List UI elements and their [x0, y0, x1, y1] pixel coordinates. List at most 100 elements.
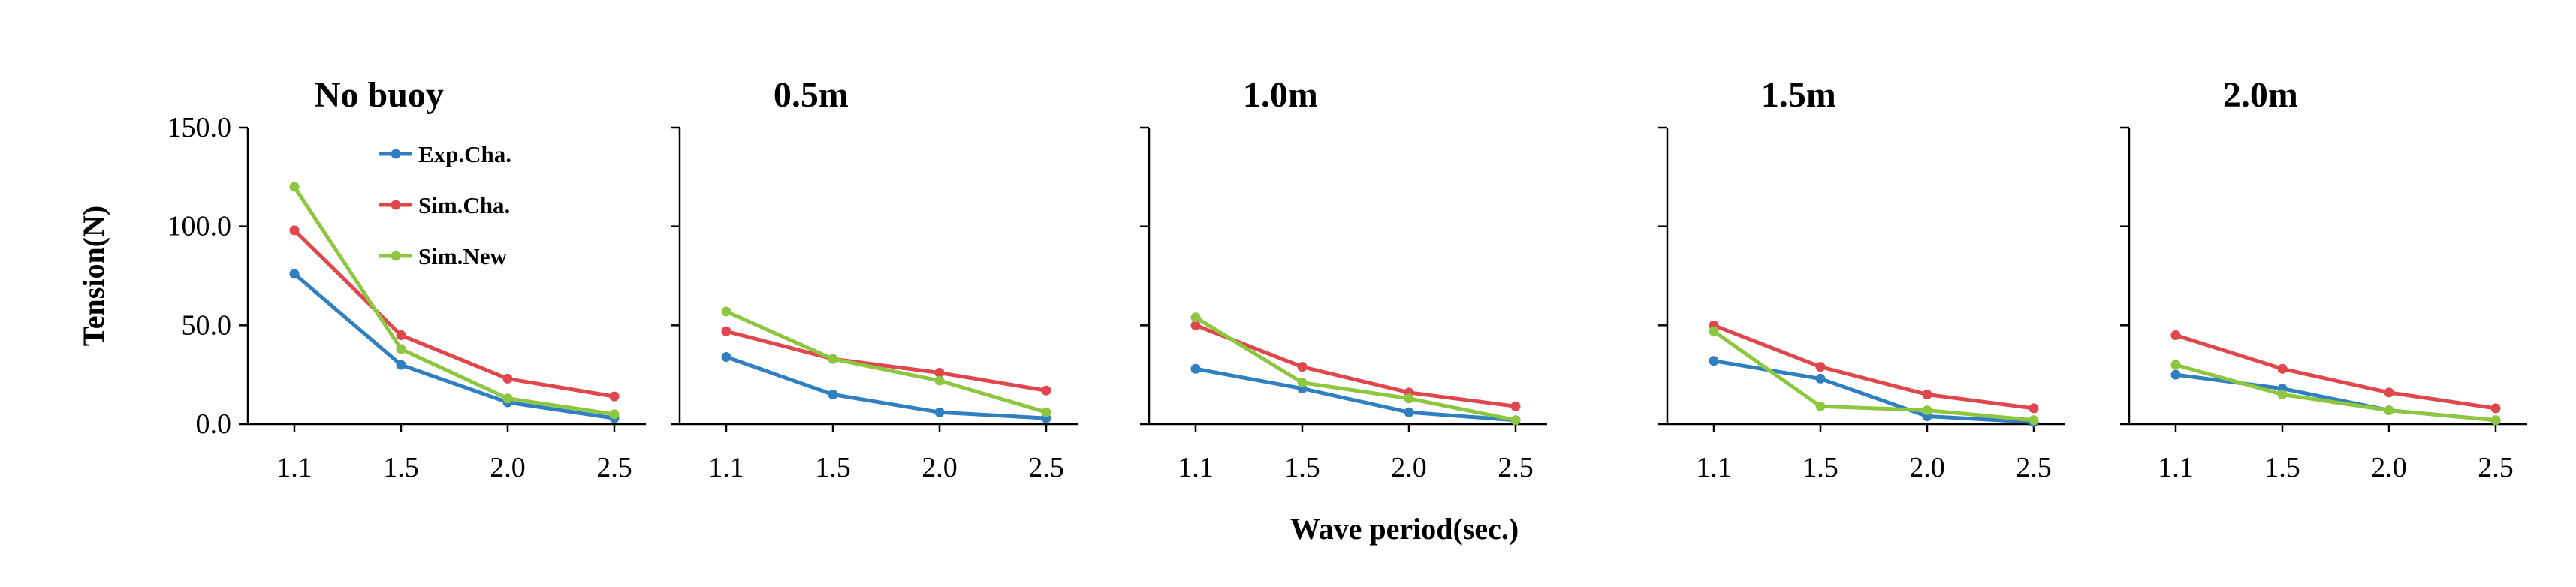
- data-point: [1922, 390, 1932, 399]
- data-point: [934, 407, 945, 417]
- data-point: [289, 269, 300, 279]
- series-line: [292, 228, 617, 399]
- x-tick-label: 1.5: [2264, 452, 2300, 483]
- series-line: [1712, 323, 2036, 411]
- data-point: [1041, 407, 1051, 417]
- x-tick-label: 1.1: [708, 452, 744, 483]
- x-tick-label: 1.1: [1696, 452, 1732, 483]
- series-line: [2173, 363, 2498, 423]
- chart-panel: 0.5m 1.1 1.5 2.0 2.5: [671, 75, 1078, 483]
- chart-panel: 1.0m 1.1 1.5 2.0 2.5: [1140, 75, 1547, 483]
- data-point: [2170, 360, 2181, 370]
- data-point: [2384, 387, 2394, 398]
- panel-title: No buoy: [315, 75, 444, 115]
- data-point: [1815, 373, 1826, 384]
- legend: Exp.Cha. Sim.Cha. Sim.New: [379, 141, 511, 269]
- x-tick-label: 2.5: [1498, 452, 1534, 483]
- legend-swatch-marker: [391, 149, 401, 159]
- data-point: [934, 368, 945, 378]
- series-line: [724, 354, 1048, 420]
- data-point: [721, 351, 731, 362]
- data-point: [1709, 356, 1719, 366]
- series-line: [1712, 359, 2036, 424]
- data-point: [609, 391, 620, 402]
- x-tick-label: 1.1: [1178, 452, 1214, 483]
- data-point: [2170, 369, 2181, 380]
- data-point: [828, 354, 838, 364]
- x-tick-label: 1.1: [276, 452, 312, 483]
- data-point: [396, 344, 406, 354]
- data-point: [2384, 405, 2394, 416]
- data-point: [1297, 362, 1308, 372]
- data-point: [1190, 320, 1201, 330]
- series-line: [1712, 329, 2036, 423]
- x-tick-label: 1.5: [1802, 452, 1838, 483]
- data-point: [1709, 326, 1719, 336]
- data-point: [1297, 378, 1308, 388]
- legend-label: Exp.Cha.: [418, 141, 511, 167]
- data-point: [1190, 312, 1201, 323]
- data-point: [1815, 401, 1826, 411]
- data-point: [289, 225, 300, 236]
- data-point: [609, 409, 620, 420]
- y-axis-title: Tension(N): [77, 206, 110, 346]
- series-line: [1193, 323, 1518, 408]
- data-point: [1404, 393, 1414, 404]
- panel-title: 2.0m: [2223, 75, 2298, 115]
- x-tick-label: 2.5: [2478, 452, 2514, 483]
- data-point: [289, 182, 300, 192]
- panel-title: 1.0m: [1243, 75, 1318, 115]
- series-line: [724, 309, 1048, 414]
- x-tick-label: 2.5: [1028, 452, 1064, 483]
- series-line: [724, 329, 1048, 393]
- data-point: [502, 393, 513, 404]
- data-point: [502, 373, 513, 384]
- data-point: [934, 375, 945, 386]
- data-point: [1510, 401, 1521, 411]
- y-tick-label: 150.0: [167, 112, 232, 143]
- x-tick-label: 1.5: [815, 452, 851, 483]
- series-line: [2173, 333, 2498, 411]
- data-point: [1404, 407, 1414, 417]
- data-point: [396, 330, 406, 340]
- legend-label: Sim.New: [418, 243, 508, 269]
- data-point: [1510, 415, 1521, 426]
- x-tick-label: 2.0: [2371, 452, 2407, 483]
- x-tick-label: 2.0: [922, 452, 958, 483]
- data-point: [1041, 385, 1051, 396]
- chart-panel: No buoy 0.0 50.0 100.0 150.0 1.1 1.5 2.0 2.5: [167, 75, 646, 483]
- data-point: [2490, 403, 2501, 414]
- y-tick-label: 50.0: [182, 309, 232, 341]
- data-point: [1922, 405, 1932, 416]
- x-tick-label: 1.5: [383, 452, 419, 483]
- data-point: [396, 360, 406, 370]
- x-tick-label: 2.0: [1391, 452, 1427, 483]
- x-tick-label: 1.5: [1284, 452, 1320, 483]
- data-point: [1190, 363, 1201, 374]
- series-line: [1193, 366, 1518, 423]
- x-axis-title: Wave period(sec.): [1290, 512, 1519, 546]
- chart-panel: 1.5m 1.1 1.5 2.0 2.5: [1658, 75, 2065, 483]
- data-point: [2277, 363, 2288, 374]
- series-line: [292, 185, 617, 417]
- data-point: [721, 306, 731, 317]
- y-tick-label: 100.0: [167, 211, 232, 242]
- data-point: [828, 390, 838, 399]
- data-point: [721, 326, 731, 336]
- legend-label: Sim.Cha.: [418, 192, 510, 218]
- chart-panel: 2.0m 1.1 1.5 2.0 2.5: [2120, 75, 2527, 483]
- x-tick-label: 2.0: [1909, 452, 1945, 483]
- data-point: [2029, 415, 2039, 426]
- series-line: [1193, 315, 1518, 423]
- x-tick-label: 2.5: [596, 452, 632, 483]
- x-tick-label: 2.0: [490, 452, 526, 483]
- data-point: [1815, 362, 1826, 372]
- y-tick-label: 0.0: [196, 408, 232, 440]
- legend-swatch-marker: [391, 200, 401, 210]
- x-tick-label: 2.5: [2016, 452, 2052, 483]
- panel-title: 0.5m: [774, 75, 849, 115]
- x-tick-label: 1.1: [2158, 452, 2194, 483]
- data-point: [2277, 390, 2288, 399]
